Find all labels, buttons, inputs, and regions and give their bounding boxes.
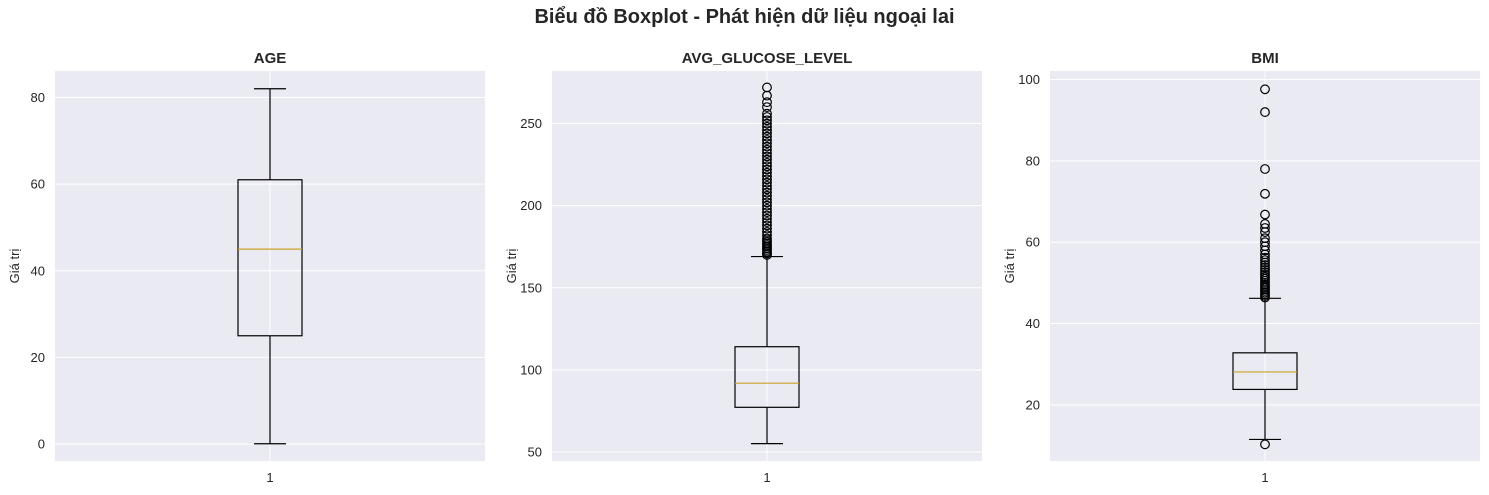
- outlier-point: [762, 167, 772, 178]
- outlier-point: [762, 213, 772, 224]
- outlier-point: [762, 217, 772, 227]
- outlier-point: [762, 174, 772, 185]
- figure-title: Biểu đồ Boxplot - Phát hiện dữ liệu ngoạ…: [534, 6, 955, 28]
- outlier-point: [762, 230, 772, 241]
- outlier-point: [762, 121, 772, 132]
- subplot-title: AVG_GLUCOSE_LEVEL: [682, 50, 853, 67]
- outlier-point: [762, 148, 772, 159]
- y-axis-label: Giá trị: [504, 249, 519, 284]
- y-tick-label: 50: [528, 444, 542, 459]
- subplot-title: AGE: [254, 50, 287, 67]
- outlier-point: [762, 128, 772, 139]
- outlier-point: [762, 158, 772, 168]
- outlier-point: [762, 187, 772, 198]
- y-tick-label: 20: [31, 350, 45, 365]
- outlier-point: [762, 118, 772, 129]
- outlier-point: [762, 115, 772, 126]
- outlier-point: [762, 204, 772, 214]
- outlier-point: [762, 171, 772, 181]
- y-tick-label: 80: [1026, 153, 1040, 168]
- outlier-point: [1260, 262, 1270, 273]
- outlier-point: [1260, 269, 1270, 280]
- y-tick-label: 100: [520, 362, 542, 377]
- outlier-point: [762, 220, 772, 231]
- outlier-point: [1260, 233, 1270, 244]
- outlier-point: [762, 207, 772, 218]
- outlier-point: [762, 223, 772, 234]
- outlier-point: [1260, 267, 1270, 278]
- outlier-point: [762, 131, 772, 142]
- outlier-point: [1260, 260, 1270, 270]
- outlier-point: [762, 151, 772, 162]
- outlier-point: [762, 135, 772, 145]
- y-tick-label: 60: [31, 177, 45, 192]
- outlier-point: [762, 194, 772, 204]
- outlier-point: [1260, 255, 1270, 266]
- outlier-point: [762, 210, 772, 221]
- outlier-point: [1260, 188, 1270, 199]
- iqr-box: [237, 179, 303, 337]
- subplot-title: BMI: [1251, 50, 1279, 67]
- outlier-point: [762, 82, 772, 93]
- x-tick-label: 1: [266, 470, 273, 485]
- outlier-point: [762, 141, 772, 152]
- y-tick-label: 60: [1026, 235, 1040, 250]
- iqr-box: [1232, 352, 1298, 391]
- outlier-point: [762, 190, 772, 201]
- outlier-point: [762, 161, 772, 172]
- y-tick-label: 200: [520, 198, 542, 213]
- x-tick-label: 1: [763, 470, 770, 485]
- outlier-point: [762, 233, 772, 244]
- y-tick-label: 80: [31, 90, 45, 105]
- outlier-point: [1260, 252, 1270, 263]
- outlier-point: [762, 200, 772, 211]
- outlier-point: [762, 125, 772, 136]
- y-tick-label: 100: [1018, 72, 1040, 87]
- iqr-box: [734, 346, 800, 408]
- outlier-point: [762, 227, 772, 237]
- outlier-point: [1260, 107, 1270, 117]
- y-tick-label: 0: [38, 437, 45, 452]
- y-tick-label: 40: [1026, 316, 1040, 331]
- outlier-point: [762, 112, 772, 122]
- y-axis-label: Giá trị: [1002, 249, 1017, 284]
- y-tick-label: 150: [520, 280, 542, 295]
- y-tick-label: 250: [520, 116, 542, 131]
- outlier-point: [762, 144, 772, 155]
- outlier-point: [1260, 439, 1270, 450]
- outlier-point: [1260, 219, 1270, 229]
- y-tick-label: 20: [1026, 397, 1040, 412]
- subplot-3: 20 40 60 80 100 1 BMI Giá trị: [1002, 50, 1480, 485]
- outlier-point: [762, 164, 772, 175]
- outlier-point: [1260, 223, 1270, 233]
- outlier-point: [1260, 164, 1270, 174]
- y-axis-label: Giá trị: [7, 249, 22, 284]
- outlier-point: [1260, 237, 1270, 248]
- outlier-point: [762, 108, 772, 119]
- outlier-point: [762, 154, 772, 165]
- subplot-1: 0 20 40 60 80 1 AGE Giá trị: [7, 50, 485, 485]
- outlier-point: [762, 197, 772, 208]
- outlier-point: [762, 177, 772, 188]
- outlier-point: [1260, 84, 1270, 95]
- outlier-point: [762, 97, 772, 108]
- outlier-point: [762, 138, 772, 149]
- outlier-point: [762, 102, 772, 113]
- x-tick-label: 1: [1261, 470, 1268, 485]
- y-tick-label: 40: [31, 263, 45, 278]
- outlier-point: [762, 181, 772, 191]
- outlier-point: [1260, 264, 1270, 275]
- outlier-point: [1260, 209, 1270, 220]
- outlier-point: [762, 184, 772, 195]
- subplot-2: 50 100 150 200 250 1 AVG_GLUCOSE_LEVEL Giá trị: [504, 50, 982, 485]
